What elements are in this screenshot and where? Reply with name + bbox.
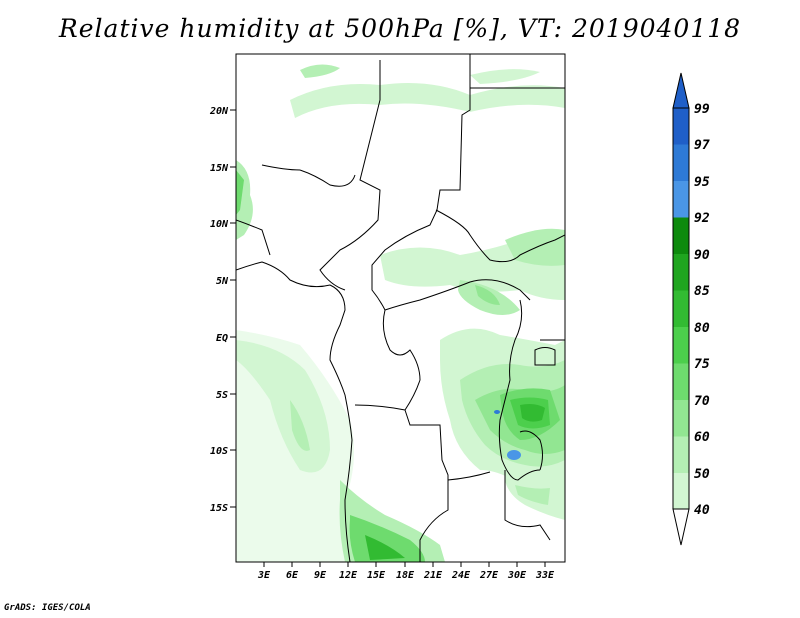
colorbar-label: 40 — [694, 503, 710, 518]
lon-label: 24E — [451, 570, 471, 581]
colorbar-segment — [673, 290, 689, 327]
lon-label: 27E — [479, 570, 499, 581]
lon-label: 30E — [507, 570, 527, 581]
colorbar-label: 70 — [694, 394, 710, 409]
colorbar-label: 85 — [694, 284, 710, 299]
colorbar-label: 75 — [694, 357, 710, 372]
lat-axis: 20N 15N 10N 5N EQ 5S 10S 15S — [209, 106, 236, 514]
lon-axis: 3E 6E 9E 12E 15E 18E 21E 24E 27E 30E 33E — [257, 562, 555, 581]
colorbar: 99 97 95 92 90 85 80 75 70 60 50 40 — [672, 72, 710, 546]
colorbar-label: 60 — [694, 430, 710, 445]
colorbar-bottom-arrow — [672, 508, 690, 546]
colorbar-segment — [673, 327, 689, 364]
lon-label: 9E — [314, 570, 327, 581]
colorbar-segment — [673, 144, 689, 181]
lat-label: 10N — [210, 219, 229, 230]
colorbar-label: 97 — [694, 138, 710, 153]
colorbar-label: 99 — [694, 102, 710, 117]
map-frame — [235, 53, 566, 563]
colorbar-segment — [673, 473, 689, 510]
colorbar-segment — [673, 400, 689, 437]
grads-credit: GrADS: IGES/COLA — [4, 603, 91, 613]
colorbar-segment — [673, 181, 689, 218]
lat-label: 10S — [210, 446, 228, 457]
colorbar-label: 50 — [694, 467, 710, 482]
lon-label: 6E — [286, 570, 299, 581]
country-borders — [236, 54, 565, 562]
lon-label: 12E — [339, 570, 358, 581]
map-title: Relative humidity at 500hPa [%], VT: 201… — [58, 14, 742, 43]
lon-label: 33E — [535, 570, 555, 581]
lon-label: 21E — [423, 570, 443, 581]
colorbar-segment — [673, 363, 689, 400]
colorbar-segment — [673, 436, 689, 473]
lat-label: 5S — [216, 390, 228, 401]
colorbar-segment — [673, 217, 689, 254]
lat-label: 5N — [216, 276, 229, 287]
lon-label: 15E — [367, 570, 386, 581]
lon-label: 3E — [257, 570, 271, 581]
lat-label: EQ — [216, 333, 228, 344]
humidity-field — [236, 64, 565, 562]
colorbar-segment — [673, 254, 689, 291]
lat-label: 15S — [210, 503, 228, 514]
colorbar-label: 90 — [694, 248, 710, 263]
colorbar-label: 92 — [694, 211, 710, 226]
lat-label: 20N — [209, 106, 229, 117]
colorbar-segment — [673, 108, 689, 145]
colorbar-top-arrow — [672, 72, 690, 109]
colorbar-label: 95 — [694, 175, 710, 190]
colorbar-label: 80 — [694, 321, 710, 336]
lat-label: 15N — [210, 163, 229, 174]
lon-label: 18E — [396, 570, 415, 581]
